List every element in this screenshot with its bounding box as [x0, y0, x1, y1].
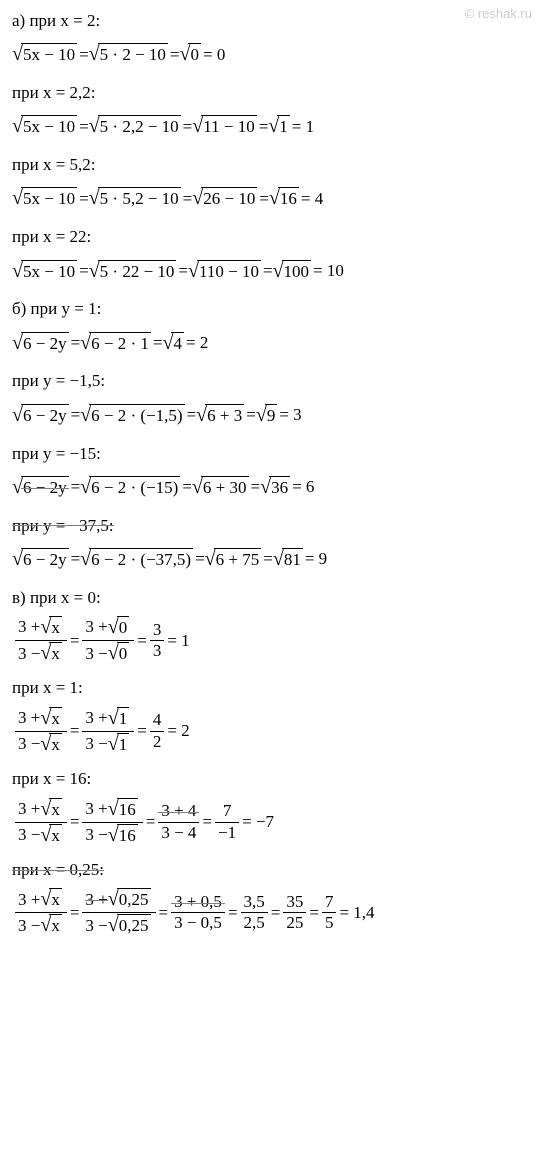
- watermark: © reshak.ru: [465, 6, 532, 21]
- eq-b-yn375: √6 − 2y = √6 − 2 · (−37,5) = √6 + 75 = √…: [12, 544, 532, 575]
- eq-c-x1: 3 + √x 3 − √x = 3 + √1 3 − √1 = 4 2 = 2: [12, 707, 532, 756]
- label-b-yn15b: при y = −15:: [12, 441, 532, 467]
- label-a-x22: при x = 22:: [12, 224, 532, 250]
- eq-c-x0: 3 + √x 3 − √x = 3 + √0 3 − √0 = 3 3 = 1: [12, 616, 532, 665]
- eq-a-x22: √5x − 10 = √5 · 22 − 10 = √110 − 10 = √1…: [12, 256, 532, 287]
- label-a-x2: а) при x = 2:: [12, 8, 532, 34]
- label-a-x22d: при x = 2,2:: [12, 80, 532, 106]
- label-b-y1: б) при y = 1:: [12, 296, 532, 322]
- label-a-x52: при x = 5,2:: [12, 152, 532, 178]
- label-c-x1: при x = 1:: [12, 675, 532, 701]
- eq-a-x52: √5x − 10 = √5 · 5,2 − 10 = √26 − 10 = √1…: [12, 184, 532, 215]
- eq-c-x16: 3 + √x 3 − √x = 3 + √16 3 − √16 = 3 + 4 …: [12, 798, 532, 847]
- eq-b-yn15: √6 − 2y = √6 − 2 · (−1,5) = √6 + 3 = √9 …: [12, 400, 532, 431]
- eq-b-yn15b: √6 − 2y = √6 − 2 · (−15) = √6 + 30 = √36…: [12, 472, 532, 503]
- eq-c-x025: 3 + √x 3 − √x = 3 + √0,25 3 − √0,25 = 3 …: [12, 888, 532, 937]
- eq-a-x22d: √5x − 10 = √5 · 2,2 − 10 = √11 − 10 = √1…: [12, 112, 532, 143]
- label-b-yn375: при y = −37,5:: [12, 513, 114, 539]
- eq-b-y1: √6 − 2y = √6 − 2 · 1 = √4 = 2: [12, 328, 532, 359]
- eq-a-x2: √5x − 10 = √5 · 2 − 10 = √0 = 0: [12, 40, 532, 71]
- label-c-x16: при x = 16:: [12, 766, 532, 792]
- label-b-yn15: при y = −1,5:: [12, 368, 532, 394]
- label-c-x025: при x = 0,25:: [12, 857, 104, 883]
- label-c-x0: в) при x = 0:: [12, 585, 532, 611]
